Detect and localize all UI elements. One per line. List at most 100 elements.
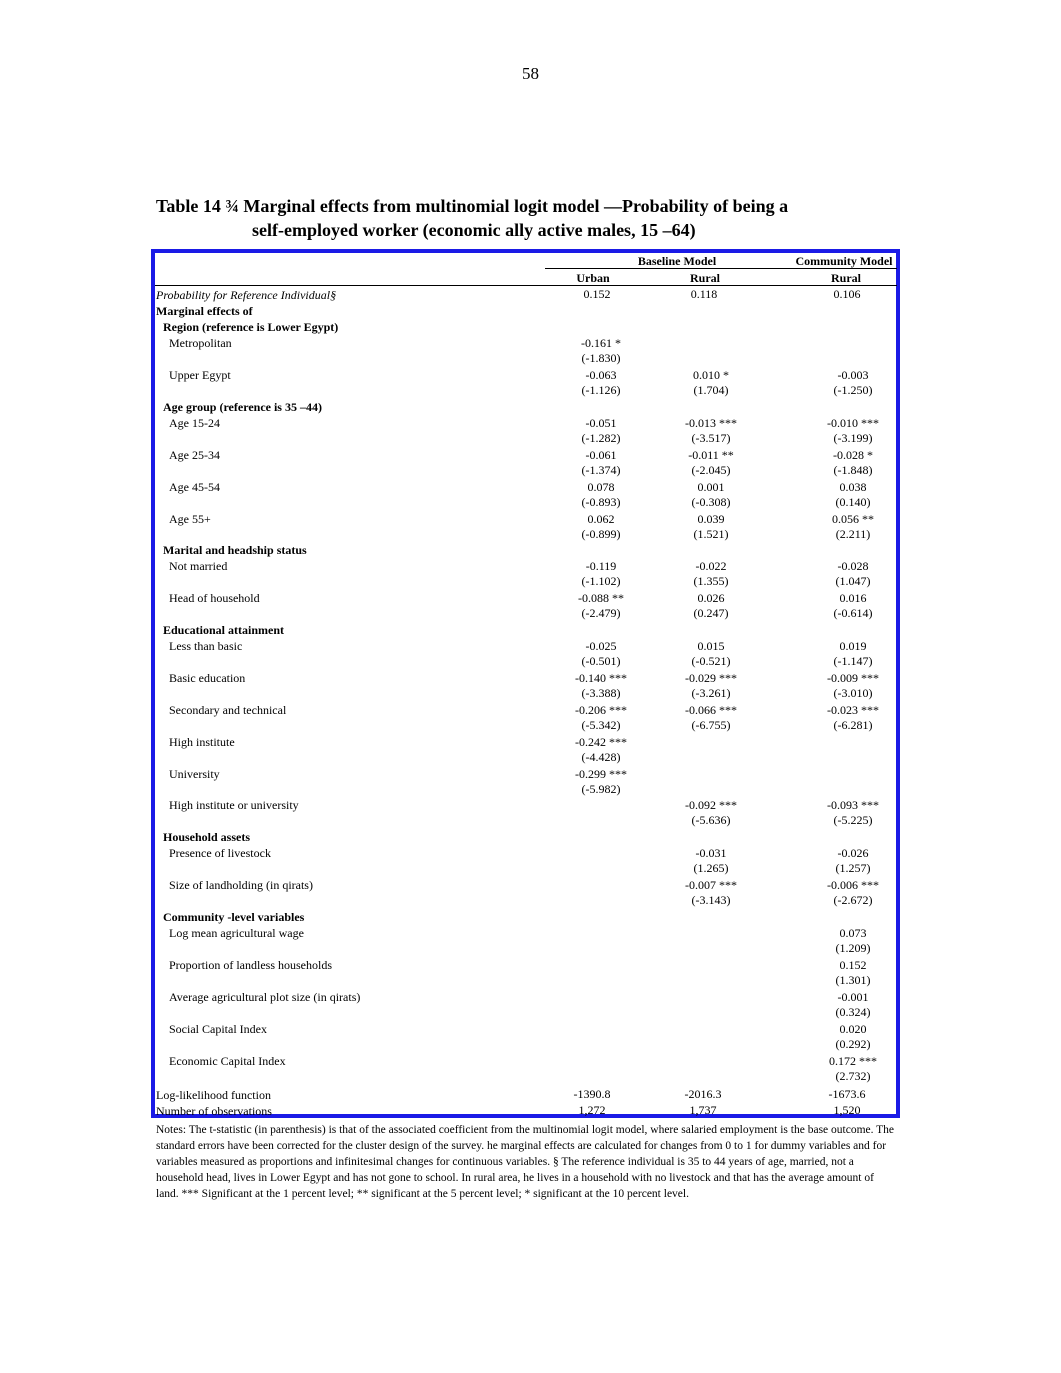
row-label-metropolitan: Metropolitan xyxy=(169,336,232,350)
coef-upper-egypt-rural: 0.010 * xyxy=(693,368,729,382)
coef-basic-urban: -0.140 *** xyxy=(575,671,627,685)
marginal-effects-heading: Marginal effects of xyxy=(156,304,253,318)
coef-secondary-rural: -0.066 *** xyxy=(685,703,737,717)
coef-head-urban: -0.088 ** xyxy=(578,591,624,605)
tstat-upper-egypt-urban: (-1.126) xyxy=(581,383,621,397)
coef-less-basic-community-rural: 0.019 xyxy=(839,639,867,653)
assets-heading: Household assets xyxy=(163,830,251,844)
coef-age-15-24-community-rural: -0.010 *** xyxy=(827,416,879,430)
tstat-not-married-community-rural: (1.047) xyxy=(835,574,871,588)
region-heading: Region (reference is Lower Egypt) xyxy=(163,320,339,334)
coef-upper-egypt-community-rural: -0.003 xyxy=(837,368,869,382)
coef-plot-size-community-rural: -0.001 xyxy=(837,990,869,1004)
table-title-line2: self-employed worker (economic ally acti… xyxy=(252,220,696,240)
tstat-not-married-urban: (-1.102) xyxy=(581,574,621,588)
reference-urban: 0.152 xyxy=(583,287,611,301)
row-label-high-or-univ: High institute or university xyxy=(169,798,299,812)
table-title: Table 14 ¾ Marginal effects from multino… xyxy=(156,194,896,242)
row-label-plot-size: Average agricultural plot size (in qirat… xyxy=(169,990,361,1004)
page-number: 58 xyxy=(522,64,539,83)
row-label-landholding: Size of landholding (in qirats) xyxy=(169,878,313,892)
tstat-livestock-community-rural: (1.257) xyxy=(835,861,871,875)
coef-not-married-rural: -0.022 xyxy=(695,559,727,573)
tstat-secondary-community-rural: (-6.281) xyxy=(833,718,873,732)
coef-age-45-54-community-rural: 0.038 xyxy=(839,480,867,494)
age-heading: Age group (reference is 35 –44) xyxy=(163,400,322,414)
table-title-line1: Table 14 ¾ Marginal effects from multino… xyxy=(156,196,789,216)
loglik-label: Log-likelihood function xyxy=(156,1088,271,1102)
coef-economic-capital-community-rural: 0.172 *** xyxy=(829,1054,877,1068)
coef-less-basic-rural: 0.015 xyxy=(697,639,725,653)
education-heading: Educational attainment xyxy=(163,623,285,637)
tstat-less-basic-community-rural: (-1.147) xyxy=(833,654,873,668)
tstat-log-wage-community-rural: (1.209) xyxy=(835,941,871,955)
coef-less-basic-urban: -0.025 xyxy=(585,639,617,653)
coef-secondary-urban: -0.206 *** xyxy=(575,703,627,717)
tstat-age-45-54-urban: (-0.893) xyxy=(581,495,621,509)
row-label-economic-capital: Economic Capital Index xyxy=(169,1054,286,1068)
tstat-livestock-rural: (1.265) xyxy=(693,861,729,875)
coef-age-45-54-rural: 0.001 xyxy=(697,480,725,494)
tstat-age-25-34-community-rural: (-1.848) xyxy=(833,463,873,477)
tstat-plot-size-community-rural: (0.324) xyxy=(835,1005,871,1019)
tstat-age-45-54-community-rural: (0.140) xyxy=(835,495,871,509)
table-notes: Notes: The t-statistic (in parenthesis) … xyxy=(156,1124,895,1200)
row-label-high-institute: High institute xyxy=(169,735,235,749)
coef-age-55-community-rural: 0.056 ** xyxy=(832,512,874,526)
tstat-economic-capital-community-rural: (2.732) xyxy=(835,1069,871,1083)
reference-community-rural: 0.106 xyxy=(833,287,861,301)
header-bottom-rule xyxy=(155,285,897,286)
tstat-age-15-24-rural: (-3.517) xyxy=(691,431,731,445)
coef-head-rural: 0.026 xyxy=(697,591,725,605)
reference-row-label: Probability for Reference Individual§ xyxy=(156,288,337,302)
row-label-log-wage: Log mean agricultural wage xyxy=(169,926,304,940)
tstat-metropolitan-urban: (-1.830) xyxy=(581,351,621,365)
tstat-age-15-24-urban: (-1.282) xyxy=(581,431,621,445)
row-label-landless: Proportion of landless households xyxy=(169,958,332,972)
coef-basic-rural: -0.029 *** xyxy=(685,671,737,685)
coef-log-wage-community-rural: 0.073 xyxy=(839,926,867,940)
nobs-rural: 1,737 xyxy=(689,1103,717,1117)
table-frame xyxy=(151,249,900,1118)
tstat-head-rural: (0.247) xyxy=(693,606,729,620)
baseline-model-header: Baseline Model xyxy=(637,254,717,268)
tstat-basic-rural: (-3.261) xyxy=(691,686,731,700)
coef-basic-community-rural: -0.009 *** xyxy=(827,671,879,685)
coef-livestock-rural: -0.031 xyxy=(695,846,727,860)
nobs-community-rural: 1,520 xyxy=(833,1103,861,1117)
row-label-age-15-24: Age 15-24 xyxy=(169,416,220,430)
row-label-university: University xyxy=(169,767,220,781)
coef-age-45-54-urban: 0.078 xyxy=(587,480,615,494)
coef-not-married-community-rural: -0.028 xyxy=(837,559,869,573)
tstat-high-or-univ-rural: (-5.636) xyxy=(691,813,731,827)
tstat-less-basic-urban: (-0.501) xyxy=(581,654,621,668)
tstat-secondary-rural: (-6.755) xyxy=(691,718,731,732)
coef-upper-egypt-urban: -0.063 xyxy=(585,368,617,382)
loglik-rural: -2016.3 xyxy=(684,1087,722,1101)
coef-secondary-community-rural: -0.023 *** xyxy=(827,703,879,717)
coef-social-capital-community-rural: 0.020 xyxy=(839,1022,867,1036)
row-label-head: Head of household xyxy=(169,591,260,605)
header-rule xyxy=(545,268,897,269)
tstat-less-basic-rural: (-0.521) xyxy=(691,654,731,668)
row-label-social-capital: Social Capital Index xyxy=(169,1022,267,1036)
urban-column-header: Urban xyxy=(576,271,610,285)
tstat-age-25-34-urban: (-1.374) xyxy=(581,463,621,477)
tstat-basic-community-rural: (-3.010) xyxy=(833,686,873,700)
loglik-urban: -1390.8 xyxy=(573,1087,611,1101)
coef-age-55-urban: 0.062 xyxy=(587,512,615,526)
coef-landless-community-rural: 0.152 xyxy=(839,958,867,972)
coef-age-55-rural: 0.039 xyxy=(697,512,725,526)
tstat-upper-egypt-community-rural: (-1.250) xyxy=(833,383,873,397)
coef-age-15-24-urban: -0.051 xyxy=(585,416,617,430)
coef-age-25-34-community-rural: -0.028 * xyxy=(833,448,873,462)
row-label-basic: Basic education xyxy=(169,671,246,685)
tstat-upper-egypt-rural: (1.704) xyxy=(693,383,729,397)
row-label-livestock: Presence of livestock xyxy=(169,846,271,860)
coef-high-institute-urban: -0.242 *** xyxy=(575,735,627,749)
tstat-landholding-community-rural: (-2.672) xyxy=(833,893,873,907)
tstat-age-25-34-rural: (-2.045) xyxy=(691,463,731,477)
coef-age-15-24-rural: -0.013 *** xyxy=(685,416,737,430)
tstat-basic-urban: (-3.388) xyxy=(581,686,621,700)
row-label-age-25-34: Age 25-34 xyxy=(169,448,220,462)
